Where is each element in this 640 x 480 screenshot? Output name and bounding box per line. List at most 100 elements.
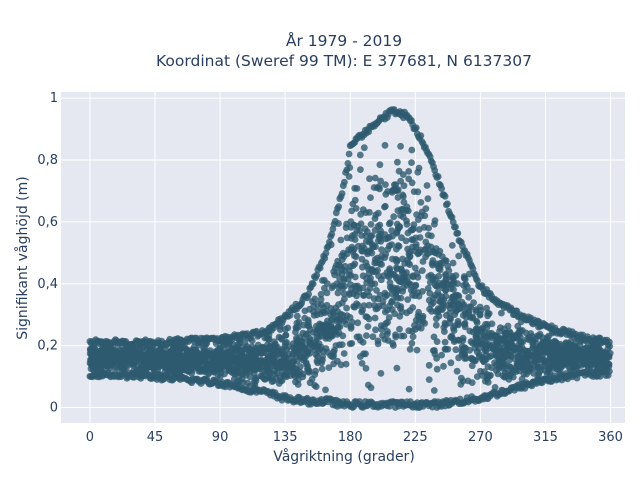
data-point <box>408 159 415 167</box>
data-point <box>540 362 548 370</box>
data-point <box>366 277 374 285</box>
data-point <box>487 334 495 342</box>
data-point <box>513 360 521 368</box>
data-point <box>301 344 309 352</box>
data-point <box>306 340 314 347</box>
data-point <box>395 167 403 175</box>
data-point <box>483 371 491 378</box>
data-point <box>394 242 402 249</box>
data-point <box>191 347 199 355</box>
data-point <box>379 302 387 310</box>
data-point <box>363 313 371 321</box>
data-point <box>281 351 289 359</box>
data-point <box>392 255 400 263</box>
data-point <box>415 226 423 233</box>
data-point <box>131 356 138 364</box>
data-point <box>551 362 559 370</box>
data-point <box>205 369 213 377</box>
data-point <box>318 301 325 309</box>
data-point <box>498 348 505 355</box>
data-point <box>404 296 412 303</box>
data-point <box>86 350 94 357</box>
data-point <box>229 345 237 352</box>
data-point <box>258 373 266 381</box>
data-point <box>364 323 372 330</box>
data-point <box>428 307 436 315</box>
data-point <box>392 186 400 194</box>
data-point <box>482 344 490 351</box>
x-axis-title: Vågriktning (grader) <box>273 448 415 465</box>
data-point <box>570 356 578 364</box>
data-point <box>494 334 502 342</box>
data-point <box>325 328 333 336</box>
data-point <box>487 352 495 360</box>
data-point <box>359 339 367 346</box>
data-point <box>404 245 411 253</box>
data-point <box>357 166 364 174</box>
data-point <box>280 371 288 379</box>
x-tick-label: 360 <box>598 430 623 445</box>
data-point <box>357 353 364 360</box>
data-point <box>340 350 348 357</box>
data-point <box>335 203 343 211</box>
data-point <box>331 217 339 225</box>
data-point <box>272 374 280 382</box>
data-point <box>405 327 413 335</box>
data-point <box>407 227 415 234</box>
data-point <box>367 194 374 202</box>
data-point <box>488 364 496 372</box>
data-point <box>461 320 469 327</box>
data-point <box>521 363 528 370</box>
data-point <box>322 386 329 394</box>
data-point <box>425 376 433 383</box>
data-point <box>409 304 417 311</box>
data-point <box>460 273 468 280</box>
data-point <box>381 141 389 149</box>
data-point <box>356 151 364 159</box>
data-point <box>377 370 385 377</box>
data-point <box>429 261 436 269</box>
data-point <box>539 357 547 364</box>
data-point <box>412 281 420 289</box>
data-point <box>209 357 216 365</box>
data-point <box>507 339 515 346</box>
data-point <box>136 349 144 356</box>
data-point <box>388 241 396 249</box>
data-point <box>437 262 444 270</box>
data-point <box>283 339 290 346</box>
data-point <box>297 337 305 345</box>
data-point <box>482 377 489 385</box>
data-point <box>325 364 333 371</box>
data-point <box>462 281 470 288</box>
data-point <box>562 355 570 362</box>
data-point <box>288 353 296 360</box>
data-point <box>481 334 489 342</box>
data-point <box>393 284 401 292</box>
y-axis-title: Signifikant våghöjd (m) <box>14 176 31 339</box>
data-point <box>384 272 392 279</box>
data-point <box>446 304 454 312</box>
data-point <box>419 288 426 295</box>
data-point <box>371 302 378 309</box>
data-point <box>318 359 325 367</box>
data-point <box>384 337 392 344</box>
data-point <box>444 280 451 288</box>
data-point <box>452 272 460 279</box>
data-point <box>517 339 525 346</box>
data-point <box>604 352 612 360</box>
data-point <box>366 175 373 183</box>
data-point <box>403 309 411 317</box>
data-point <box>369 243 377 251</box>
data-point <box>404 278 411 286</box>
data-point <box>440 324 448 331</box>
data-point <box>406 345 414 353</box>
data-point <box>473 319 481 326</box>
data-point <box>400 182 408 190</box>
data-point <box>395 222 403 230</box>
x-tick-label: 270 <box>468 430 493 445</box>
data-point <box>455 354 462 362</box>
data-point <box>497 324 504 332</box>
x-tick-label: 135 <box>273 430 298 445</box>
data-point <box>223 350 231 357</box>
data-point <box>341 178 348 186</box>
